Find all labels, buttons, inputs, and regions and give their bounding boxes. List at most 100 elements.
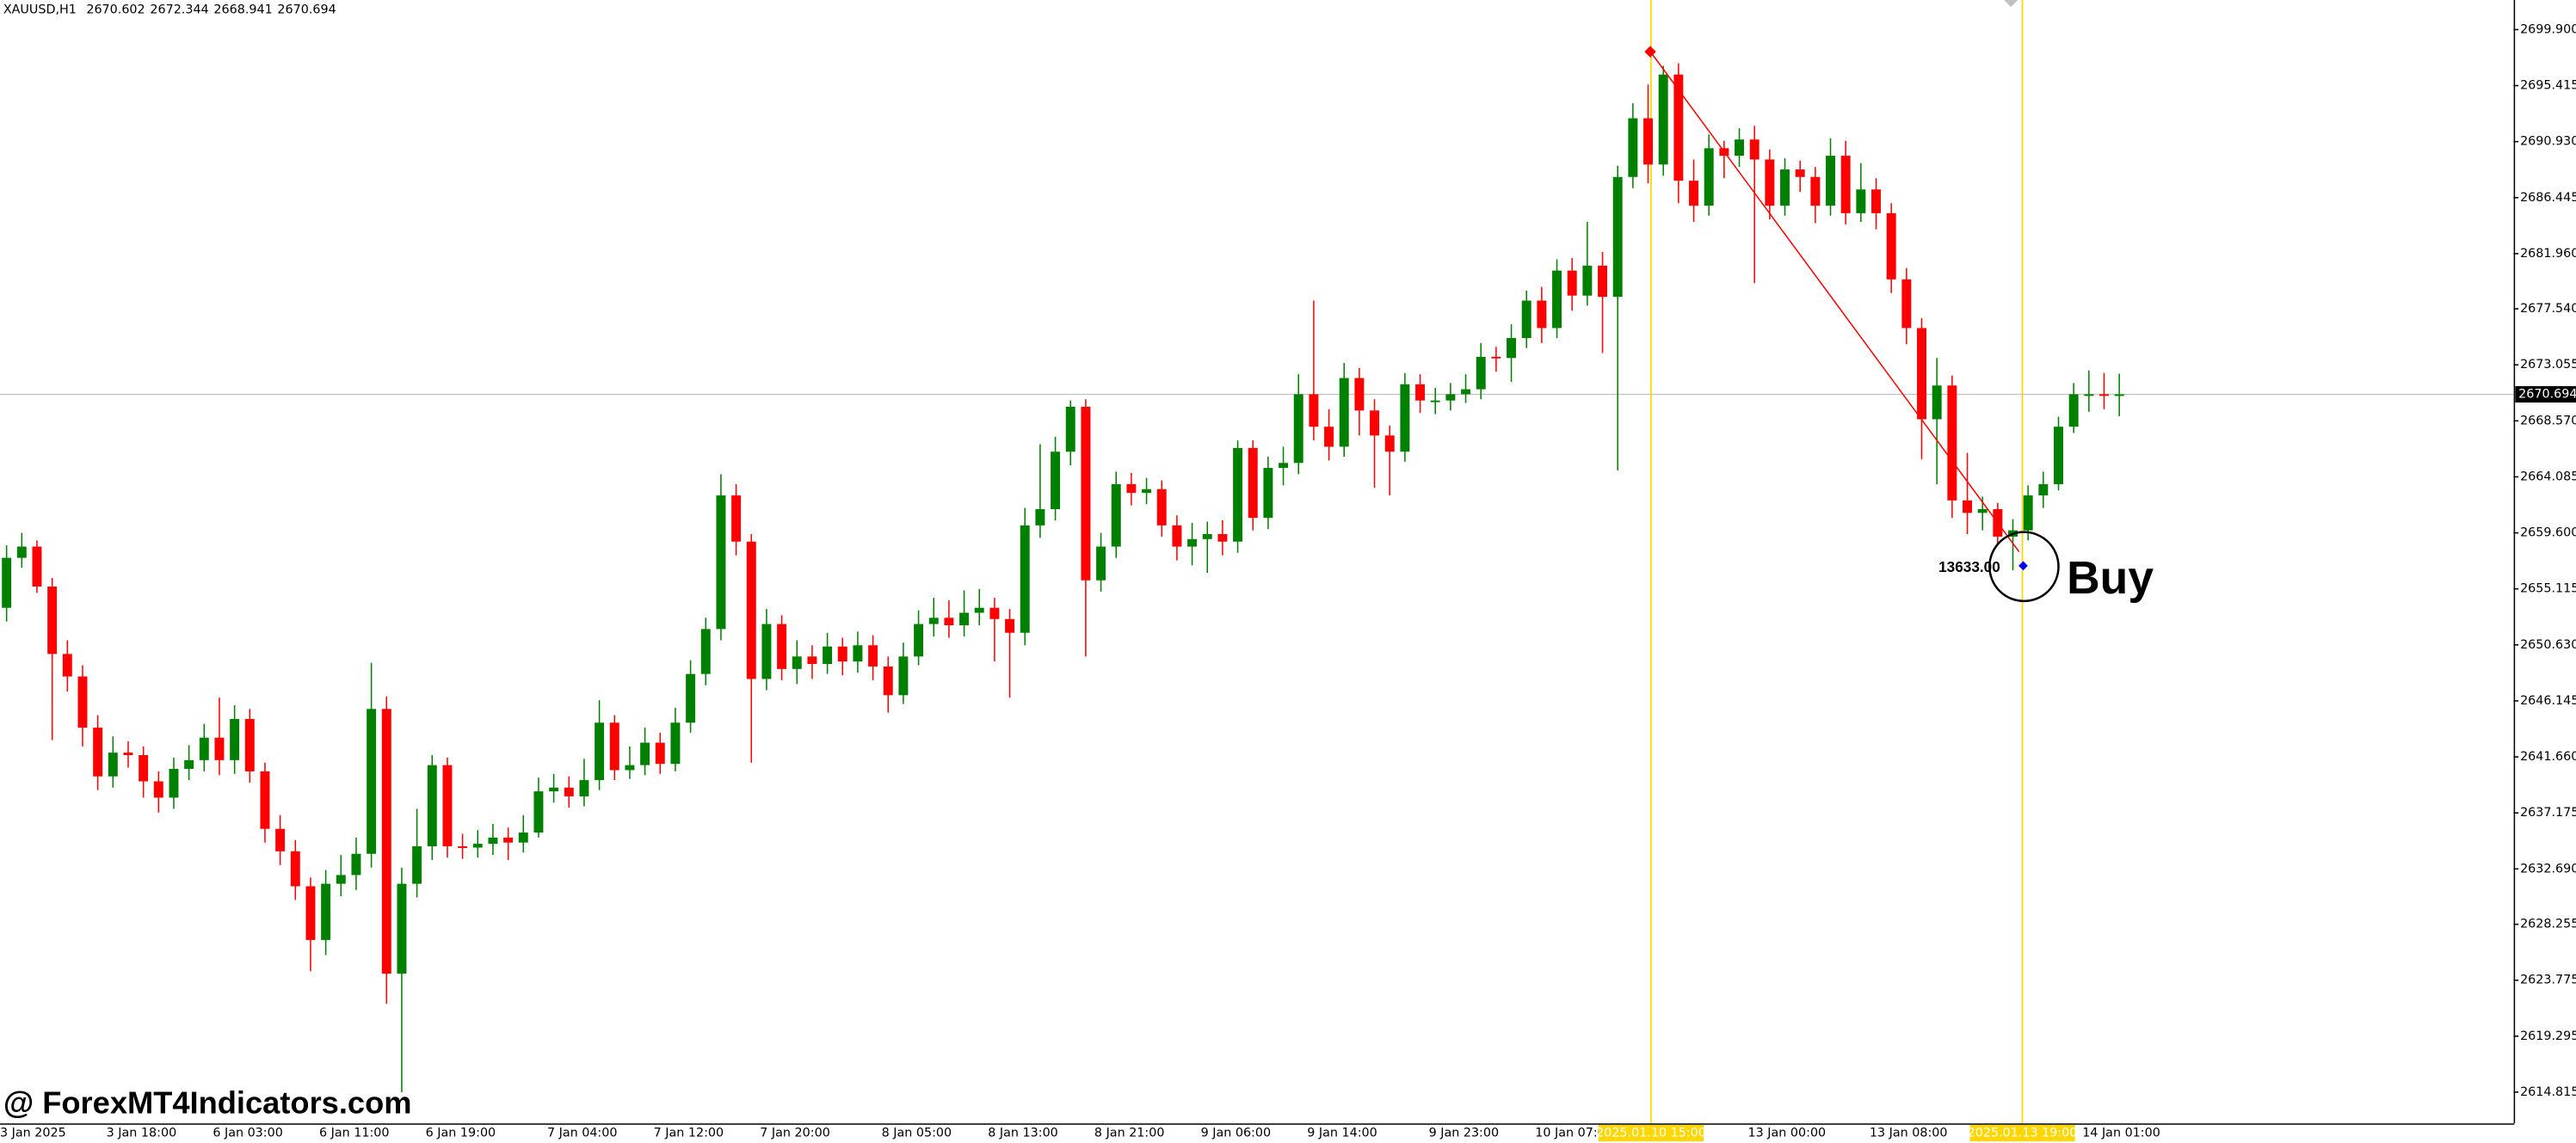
candle-body	[2, 557, 12, 608]
candle-body	[640, 742, 650, 765]
header-close: 2670.694	[277, 3, 336, 16]
candle-body	[381, 709, 391, 974]
candle-body	[1507, 338, 1517, 359]
candle-body	[579, 780, 589, 796]
candle-body	[700, 629, 711, 674]
candle-body	[928, 618, 939, 624]
y-tick-label: 2690.930	[2520, 135, 2576, 149]
signal-value: 13633.00	[1938, 558, 2000, 575]
buy-label: Buy	[2067, 553, 2154, 604]
signal-trend-line	[1650, 52, 2020, 553]
candle-body	[153, 781, 163, 798]
x-tick-label: 8 Jan 13:00	[988, 1127, 1058, 1140]
x-tick-label: 6 Jan 19:00	[426, 1127, 496, 1140]
candle-body	[1780, 169, 1790, 206]
candle-body	[1111, 483, 1121, 547]
candle-body	[1901, 279, 1912, 329]
x-tick-label: 10 Jan 07:00	[1535, 1127, 1613, 1140]
candle-body	[792, 656, 802, 669]
price-tag	[2515, 385, 2576, 403]
candle-body	[1051, 452, 1061, 509]
x-tick-label: 6 Jan 03:00	[213, 1127, 283, 1140]
candle-body	[868, 645, 878, 667]
candle-body	[427, 765, 437, 847]
candle-body	[305, 886, 316, 940]
y-tick-label: 2659.600	[2520, 526, 2576, 540]
signal-time-label: 2025.01.13 19:00	[1968, 1127, 2078, 1140]
signal-time-label: 2025.01.10 15:00	[1596, 1127, 1706, 1140]
candle-body	[123, 753, 133, 756]
candle-body	[1233, 447, 1243, 542]
x-tick-label: 7 Jan 20:00	[760, 1127, 830, 1140]
candle-body	[244, 718, 255, 771]
candle-body	[655, 742, 665, 765]
front-layer: 13633.00 Buy @ ForexMT4Indicators.com XA…	[3, 0, 2154, 1121]
candle-body	[1552, 270, 1562, 329]
candle-body	[2099, 394, 2109, 396]
candle-body	[442, 765, 453, 847]
x-tick-label: 3 Jan 18:00	[107, 1127, 177, 1140]
x-tick-label: 13 Jan 08:00	[1870, 1127, 1948, 1140]
candle-body	[1293, 394, 1303, 464]
candle-body	[321, 883, 331, 940]
candle-body	[1856, 189, 1866, 213]
candle-body	[1324, 427, 1334, 447]
candle-body	[397, 883, 407, 974]
x-tick-label: 9 Jan 06:00	[1201, 1127, 1272, 1140]
candle-body	[1491, 356, 1501, 359]
y-tick-label: 2677.540	[2520, 302, 2576, 316]
candle-body	[472, 844, 483, 848]
candle-body	[777, 624, 787, 669]
candle-body	[1628, 118, 1638, 177]
y-tick-label: 2614.815	[2520, 1085, 2576, 1099]
candle-body	[1263, 468, 1273, 519]
candle-body	[290, 851, 300, 887]
candle-body	[503, 837, 514, 843]
x-tick-label: 14 Jan 01:00	[2082, 1127, 2160, 1140]
candle-body	[1370, 410, 1380, 436]
candle-body	[2038, 483, 2049, 496]
candle-body	[837, 646, 847, 662]
candle-body	[670, 722, 681, 765]
candle-body	[1126, 483, 1137, 494]
candle-body	[716, 495, 726, 630]
y-tick-label: 2646.145	[2520, 694, 2576, 708]
candle-body	[1886, 212, 1896, 280]
candle-body	[1476, 356, 1486, 390]
candle-body	[1248, 447, 1258, 519]
candle-body	[1795, 169, 1805, 177]
candle-body	[807, 656, 817, 665]
candle-body	[1567, 270, 1577, 296]
candle-body	[944, 618, 954, 626]
y-tick-label: 2641.660	[2520, 750, 2576, 764]
candle-body	[488, 837, 498, 845]
y-tick-label: 2695.415	[2520, 79, 2576, 93]
y-tick-label: 2623.775	[2520, 974, 2576, 987]
candle-body	[1840, 156, 1851, 213]
candle-body	[2054, 427, 2063, 484]
candle-body	[625, 765, 635, 771]
candle-body	[761, 624, 772, 679]
candle-body	[184, 759, 194, 769]
candle-body	[367, 709, 377, 854]
header: XAUUSD,H1 2670.602 2672.344 2668.941 2670.69…	[3, 3, 336, 16]
candle-body	[169, 768, 179, 798]
candle-body	[686, 673, 696, 723]
candle-body	[336, 875, 346, 884]
candle-body	[1963, 500, 1972, 513]
candle-body	[1279, 463, 1289, 469]
candle-body	[914, 624, 924, 657]
candle-body	[853, 645, 863, 662]
x-tick-label: 3 Jan 2025	[0, 1127, 66, 1140]
symbol: XAUUSD,H1	[3, 3, 77, 16]
y-tick-label: 2699.900	[2520, 22, 2576, 36]
candle-body	[32, 546, 42, 587]
signal-time-box	[1969, 1124, 2075, 1142]
header-high: 2672.344	[150, 3, 208, 16]
candle-body	[1673, 74, 1684, 181]
candle-body	[1735, 139, 1745, 157]
candle-body	[564, 787, 574, 796]
candle-body	[1202, 534, 1212, 539]
